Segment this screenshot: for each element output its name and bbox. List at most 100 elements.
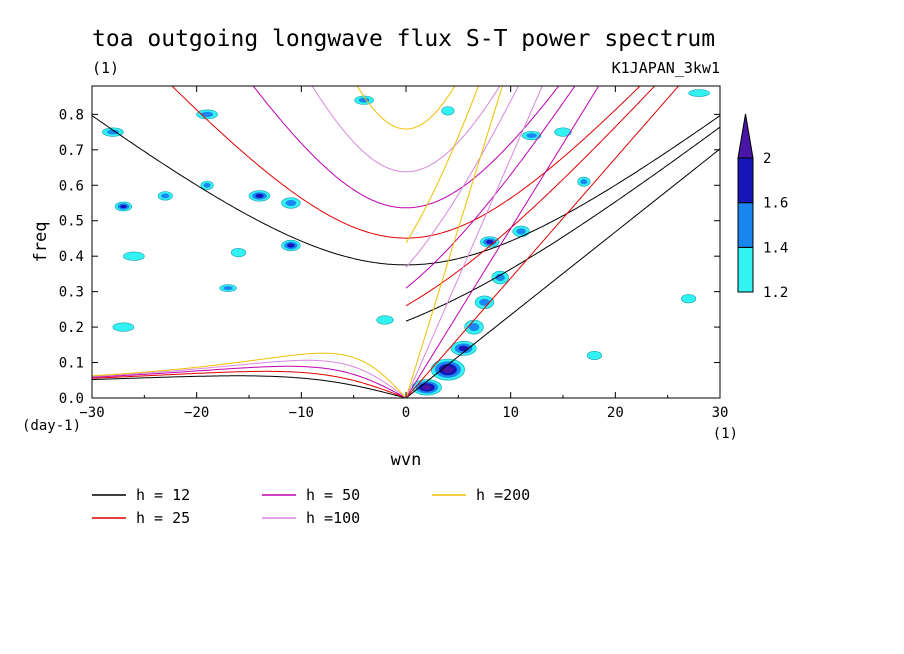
power-spectrum-contours [102,89,710,396]
curve-h-50 [92,86,600,398]
contour-level-1-4 [223,286,233,291]
y-tick-label: 0.5 [59,214,84,230]
chart-subtitle-right: K1JAPAN_3kw1 [612,59,720,77]
contour-level-1-2 [441,106,455,116]
x-axis-label: wvn [391,450,422,470]
contour-level-1-6 [287,243,295,248]
x-tick-label: −10 [289,405,314,421]
legend-label: h =200 [476,486,530,504]
rossby-wave-line [92,365,407,398]
x-tick-label: 20 [607,405,624,421]
x-tick-label: −20 [184,405,209,421]
mixed-rossby-gravity-wave-line [405,86,656,307]
y-tick-label: 0.2 [59,320,84,336]
colorbar: 1.2 1.4 1.6 2 [737,113,788,301]
y-tick-label: 0.7 [59,143,84,159]
y-tick-label: 0.0 [59,391,84,407]
y-tick-label: 0.3 [59,285,84,301]
spectral-peak [219,284,237,292]
colorbar-tick-label: 1.2 [763,285,788,301]
contour-level-2 [442,366,453,373]
contour-level-1-6 [120,204,127,209]
inertia-gravity-wave-line [92,115,720,266]
legend-item: h = 50 [262,486,360,504]
inertia-gravity-wave-line [252,86,560,209]
contour-level-1-2 [230,248,247,258]
y-unit-label: (day-1) [22,418,81,434]
y-tick-label: 0.1 [59,356,84,372]
contour-level-1-4 [161,193,170,199]
spectral-peak [430,358,465,381]
legend: h = 12 h = 25 h = 50 h =100 h =200 [92,486,530,527]
contour-level-1-4 [479,298,490,306]
contour-level-1-6 [255,193,264,198]
contour-level-1-4 [495,273,505,282]
contour-level-1-4 [285,200,297,206]
inertia-gravity-wave-line [171,86,641,239]
contour-level-1-2 [586,350,603,361]
kelvin-wave-line [405,86,680,398]
colorbar-tick-label: 2 [763,151,771,167]
contour-level-1-2 [554,127,572,137]
kelvin-wave-line [405,86,543,398]
legend-item: h = 12 [92,486,190,504]
curve-h-12 [92,115,720,398]
x-tick-label: 30 [712,405,729,421]
spectral-peak [112,322,135,332]
kelvin-wave-line [405,86,503,398]
spectral-peak [512,225,530,237]
chart-subtitle-left: (1) [92,59,119,77]
curve-h-200 [92,86,503,398]
spectral-peak [114,201,133,212]
rossby-wave-line [92,370,407,398]
contour-level-1-4 [468,323,480,332]
y-axis: 0.0 0.1 0.2 0.3 0.4 0.5 0.6 0.7 0.8 [59,107,720,407]
contour-level-1-2 [112,322,135,332]
contour-level-1-2 [688,89,710,97]
contour-level-2 [422,385,432,390]
y-axis-label: freq [31,222,51,263]
spectral-peak [554,127,572,137]
x-unit-label: (1) [713,426,738,442]
spectral-peak [411,379,442,396]
legend-item: h =100 [262,509,360,527]
spectral-peak [281,197,301,209]
spectral-peak [680,294,697,304]
legend-item: h =200 [432,486,530,504]
mixed-rossby-gravity-wave-line [405,86,519,268]
spectral-peak [464,319,484,335]
contour-level-1-4 [201,111,214,117]
curve-h-100 [92,86,543,398]
y-tick-label: 0.6 [59,178,84,194]
legend-label: h = 50 [306,486,360,504]
contour-level-1-2 [376,315,394,325]
contour-level-1-6 [486,239,494,245]
rossby-wave-line [92,352,407,398]
spectral-peak [200,180,214,190]
colorbar-extend-arrow [737,113,754,159]
contour-level-1-4 [516,228,526,235]
inertia-gravity-wave-line [356,86,456,130]
contour-level-1-2 [123,251,145,261]
y-tick-label: 0.4 [59,249,84,265]
mixed-rossby-gravity-wave-line [405,126,720,322]
legend-label: h =100 [306,509,360,527]
spectral-peak [441,106,455,116]
inertia-gravity-wave-line [311,86,501,173]
contour-level-1-4 [107,129,119,135]
colorbar-swatch [737,157,754,204]
dispersion-curves [92,86,720,398]
contour-level-1-4 [203,182,211,188]
x-axis: −30 −20 −10 0 10 20 30 [79,86,728,421]
spectral-peak [248,190,271,202]
colorbar-tick-label: 1.4 [763,240,788,256]
spectral-peak [521,131,542,141]
mixed-rossby-gravity-wave-line [405,86,576,289]
colorbar-swatch [737,246,754,293]
curve-h-25 [92,86,680,398]
kelvin-wave-line [405,86,600,398]
spectral-peak [196,109,218,120]
contour-level-1-2 [680,294,697,304]
legend-item: h = 25 [92,509,190,527]
